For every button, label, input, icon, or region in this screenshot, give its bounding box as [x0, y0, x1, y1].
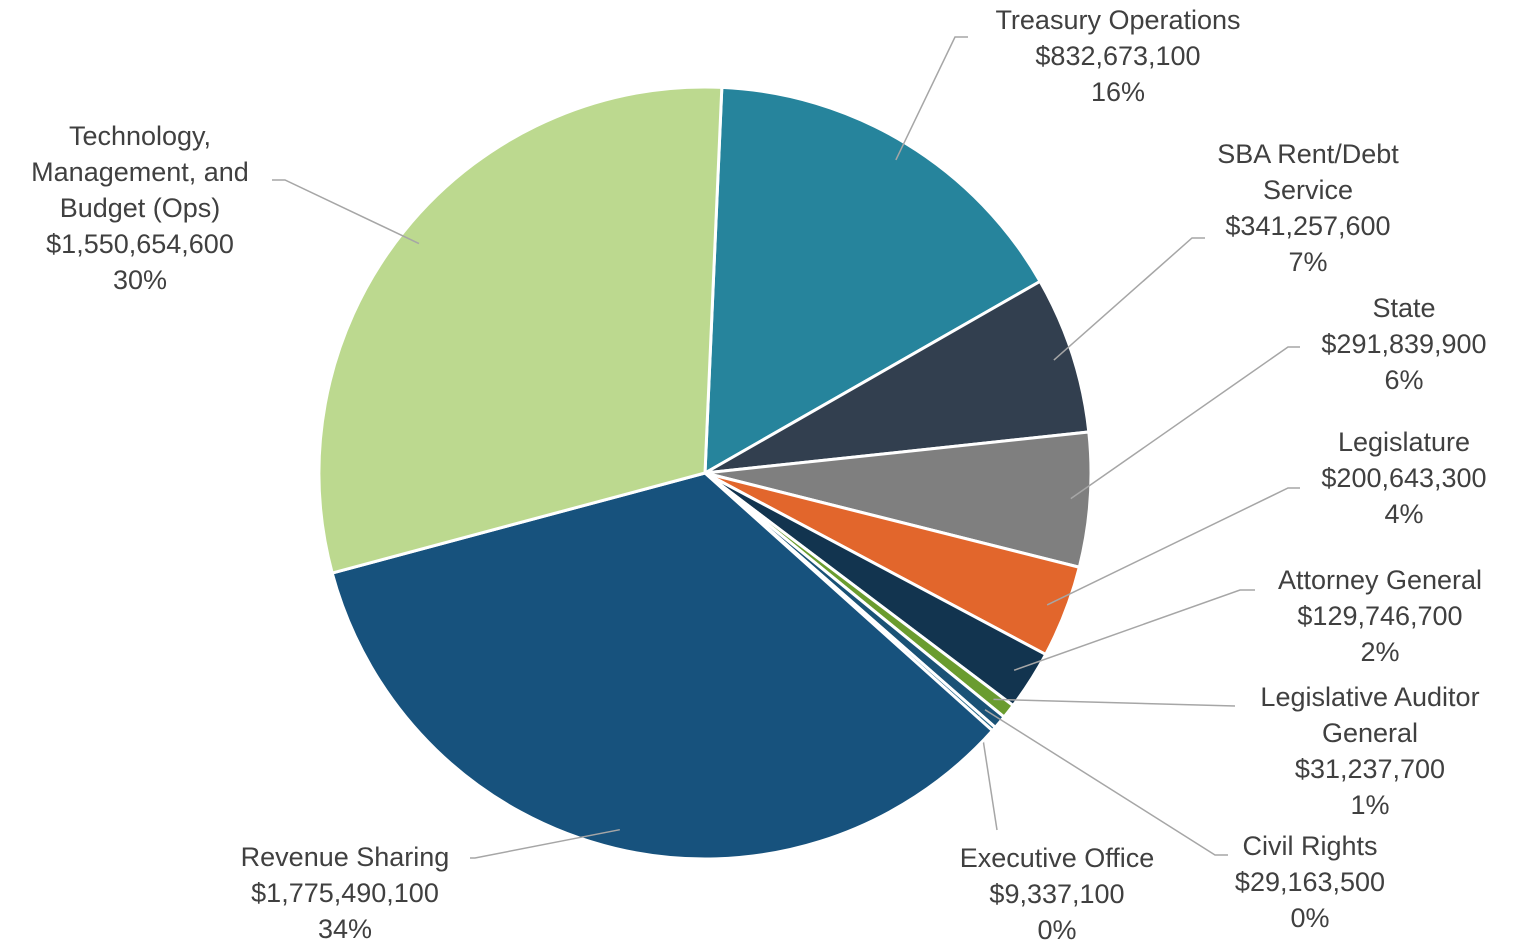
leader-line: [272, 179, 420, 245]
leader-line: [895, 36, 968, 161]
value-label: $1,775,490,100: [251, 878, 439, 908]
slice-label: Revenue Sharing $1,775,490,100 34%: [205, 839, 485, 942]
value-label: $832,673,100: [1035, 41, 1201, 71]
slice-label: State $291,839,900 6%: [1294, 290, 1514, 398]
leader-line: [1013, 589, 1255, 671]
leader-line: [984, 709, 1228, 856]
value-label: $1,550,654,600: [46, 229, 234, 259]
category-label: Legislative Auditor General: [1260, 682, 1480, 748]
leader-line: [993, 698, 1236, 707]
percent-label: 1%: [1350, 790, 1390, 820]
leader-line: [1046, 487, 1300, 606]
slice-label: Civil Rights $29,163,500 0%: [1210, 828, 1410, 936]
slice-label: SBA Rent/Debt Service $341,257,600 7%: [1193, 136, 1423, 280]
category-label: State: [1372, 293, 1436, 323]
slice-label: Executive Office $9,337,100 0%: [927, 840, 1187, 942]
pie-slice: [704, 279, 1091, 475]
category-label: Technology, Management, and Budget (Ops): [31, 121, 249, 223]
slice-label: Legislative Auditor General $31,237,700 1%: [1225, 679, 1515, 823]
pie-slice: [703, 85, 1043, 476]
percent-label: 0%: [1037, 915, 1077, 942]
category-label: Legislature: [1337, 427, 1471, 457]
percent-label: 6%: [1384, 365, 1424, 395]
category-label: Treasury Operations: [995, 5, 1241, 35]
percent-label: 16%: [1090, 77, 1146, 107]
slice-label: Technology, Management, and Budget (Ops)…: [7, 118, 273, 298]
percent-label: 0%: [1290, 903, 1330, 933]
percent-label: 34%: [317, 914, 373, 942]
value-label: $31,237,700: [1294, 754, 1446, 784]
slice-label: Treasury Operations $832,673,100 16%: [958, 2, 1278, 110]
percent-label: 30%: [112, 265, 168, 295]
value-label: $291,839,900: [1321, 329, 1487, 359]
value-label: $200,643,300: [1321, 463, 1487, 493]
percent-label: 4%: [1384, 499, 1424, 529]
slice-label: Legislature $200,643,300 4%: [1294, 424, 1514, 532]
leader-line: [470, 828, 620, 859]
pie-slice: [704, 430, 1093, 570]
slice-label: Attorney General $129,746,700 2%: [1245, 562, 1515, 670]
category-label: Attorney General: [1277, 565, 1483, 595]
value-label: $341,257,600: [1225, 211, 1391, 241]
value-label: $129,746,700: [1297, 601, 1463, 631]
pie-slice: [317, 85, 724, 575]
value-label: $29,163,500: [1234, 867, 1386, 897]
percent-label: 2%: [1360, 637, 1400, 667]
percent-label: 7%: [1288, 247, 1328, 277]
value-label: $9,337,100: [989, 879, 1125, 909]
pie-slice: [330, 471, 995, 861]
leader-line: [1070, 346, 1300, 500]
category-label: Civil Rights: [1242, 831, 1378, 861]
category-label: Executive Office: [959, 843, 1155, 873]
category-label: Revenue Sharing: [240, 842, 450, 872]
category-label: SBA Rent/Debt Service: [1217, 139, 1399, 205]
leader-line: [1053, 237, 1205, 361]
